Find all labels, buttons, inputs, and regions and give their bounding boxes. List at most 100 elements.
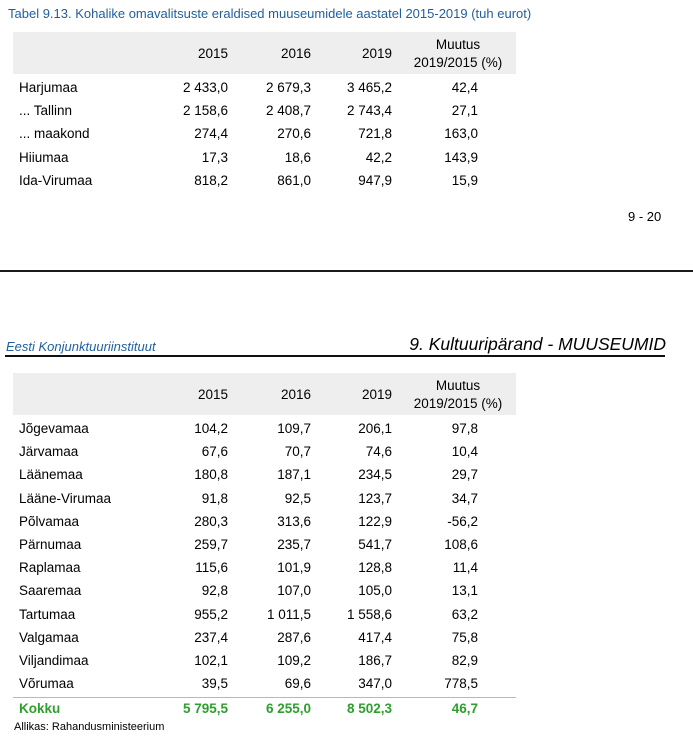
value-2016: 187,1 <box>277 467 311 483</box>
value-2019: 1 558,6 <box>346 606 392 622</box>
value-2015: 818,2 <box>194 172 228 188</box>
value-change: 13,1 <box>451 583 478 599</box>
institute-name: Eesti Konjunktuuriinstituut <box>6 339 156 354</box>
value-2015: 102,1 <box>194 653 228 668</box>
region-name: ... Tallinn <box>19 103 73 119</box>
col-2016-header: 2016 <box>280 46 311 61</box>
table-row: Saaremaa 92,8 107,0 105,0 13,1 <box>13 580 516 603</box>
value-2019: 74,6 <box>365 444 392 460</box>
page-break-divider <box>0 270 693 272</box>
table-row: Tartumaa 955,2 1 011,5 1 558,6 63,2 <box>13 604 516 627</box>
col-2016-header: 2016 <box>280 387 311 402</box>
col-2019-header: 2019 <box>361 387 392 402</box>
value-2015: 17,3 <box>201 149 228 165</box>
value-change: 29,7 <box>451 467 478 483</box>
region-name: Hiiumaa <box>19 149 69 165</box>
table-row: Ida-Virumaa 818,2 861,0 947,9 15,9 <box>13 170 516 193</box>
value-change: 27,1 <box>451 103 478 119</box>
col-change-header-line2: 2019/2015 (%) <box>413 396 503 411</box>
section-title: 9. Kultuuripärand - MUUSEUMID <box>409 334 666 354</box>
value-2016: 313,6 <box>277 513 311 529</box>
table2-header: 2015 2016 2019 Muutus 2019/2015 (%) <box>13 373 516 415</box>
value-change: 11,4 <box>452 560 478 576</box>
col-2015-header: 2015 <box>197 46 228 61</box>
value-change: -56,2 <box>447 513 478 529</box>
value-2015: 955,2 <box>194 606 228 622</box>
value-2015: 237,4 <box>194 629 228 645</box>
value-change: 97,8 <box>451 421 478 436</box>
col-change-header-line2: 2019/2015 (%) <box>413 55 503 70</box>
value-2016: 861,0 <box>277 172 311 188</box>
page-number: 9 - 20 <box>628 209 662 224</box>
region-name: Jõgevamaa <box>19 421 89 436</box>
total-row: Kokku 5 795,5 6 255,0 8 502,3 46,7 <box>13 697 516 721</box>
value-2015: 39,5 <box>201 676 228 692</box>
table-row: Põlvamaa 280,3 313,6 122,9 -56,2 <box>13 511 516 534</box>
value-2016: 2 408,7 <box>265 103 311 119</box>
value-2019: 128,8 <box>358 560 392 576</box>
value-2015: 115,6 <box>195 560 228 576</box>
region-name: Tartumaa <box>19 606 76 622</box>
value-2019: 206,1 <box>358 421 392 436</box>
table-row: Valgamaa 237,4 287,6 417,4 75,8 <box>13 627 516 650</box>
value-2016: 287,6 <box>277 629 311 645</box>
total-2019: 8 502,3 <box>346 701 392 716</box>
value-2015: 180,8 <box>194 467 228 483</box>
value-change: 10,4 <box>451 444 478 460</box>
value-2016: 69,6 <box>284 676 311 692</box>
region-name: Saaremaa <box>19 583 82 599</box>
value-2019: 3 465,2 <box>346 80 392 95</box>
table-row: ... Tallinn 2 158,6 2 408,7 2 743,4 27,1 <box>13 100 516 123</box>
value-change: 42,4 <box>451 80 478 95</box>
table-row: Lääne-Virumaa 91,8 92,5 123,7 34,7 <box>13 488 516 511</box>
col-2015-header: 2015 <box>197 387 228 402</box>
value-2016: 109,2 <box>277 653 311 668</box>
value-2015: 280,3 <box>194 513 228 529</box>
table-row: Raplamaa 115,6 101,9 128,8 11,4 <box>13 557 516 580</box>
value-2016: 107,0 <box>277 583 311 599</box>
col-change-header-line1: Muutus <box>435 37 481 52</box>
value-2016: 109,7 <box>277 421 311 436</box>
table-row: Viljandimaa 102,1 109,2 186,7 82,9 <box>13 650 516 673</box>
region-name: Põlvamaa <box>19 513 80 529</box>
value-2019: 347,0 <box>358 676 392 692</box>
table-row: Läänemaa 180,8 187,1 234,5 29,7 <box>13 464 516 487</box>
value-2019: 417,4 <box>358 629 392 645</box>
total-label: Kokku <box>19 701 61 716</box>
value-2019: 42,2 <box>365 149 392 165</box>
value-2019: 123,7 <box>358 490 392 506</box>
value-2016: 1 011,5 <box>266 606 311 622</box>
region-name: Raplamaa <box>19 560 81 576</box>
region-name: Viljandimaa <box>19 653 89 668</box>
value-2019: 2 743,4 <box>346 103 392 119</box>
region-name: Võrumaa <box>19 676 74 692</box>
table-row: Järvamaa 67,6 70,7 74,6 10,4 <box>13 441 516 464</box>
value-2019: 105,0 <box>358 583 392 599</box>
value-2019: 122,9 <box>358 513 392 529</box>
value-2015: 104,2 <box>194 421 228 436</box>
region-name: Läänemaa <box>19 467 83 483</box>
total-2016: 6 255,0 <box>265 701 311 716</box>
header-rule <box>5 355 665 357</box>
value-2016: 270,6 <box>277 126 311 142</box>
region-name: Järvamaa <box>19 444 79 460</box>
source-note: Allikas: Rahandusministeerium <box>14 721 165 733</box>
value-2015: 2 433,0 <box>182 80 228 95</box>
table-row: Pärnumaa 259,7 235,7 541,7 108,6 <box>13 534 516 557</box>
value-2016: 235,7 <box>277 537 311 552</box>
total-change: 46,7 <box>451 701 478 716</box>
value-2019: 186,7 <box>358 653 392 668</box>
col-change-header-line1: Muutus <box>435 378 481 393</box>
table-row: ... maakond 274,4 270,6 721,8 163,0 <box>13 123 516 146</box>
value-2016: 2 679,3 <box>265 80 311 95</box>
value-2019: 234,5 <box>358 467 392 483</box>
value-2016: 70,7 <box>284 444 311 460</box>
value-2016: 18,6 <box>284 149 311 165</box>
value-2019: 541,7 <box>358 537 392 552</box>
region-name: Lääne-Virumaa <box>19 490 112 506</box>
value-2016: 92,5 <box>284 490 311 506</box>
value-change: 34,7 <box>451 490 478 506</box>
value-2015: 274,4 <box>194 126 228 142</box>
value-2015: 67,6 <box>201 444 228 460</box>
value-change: 163,0 <box>444 126 478 142</box>
